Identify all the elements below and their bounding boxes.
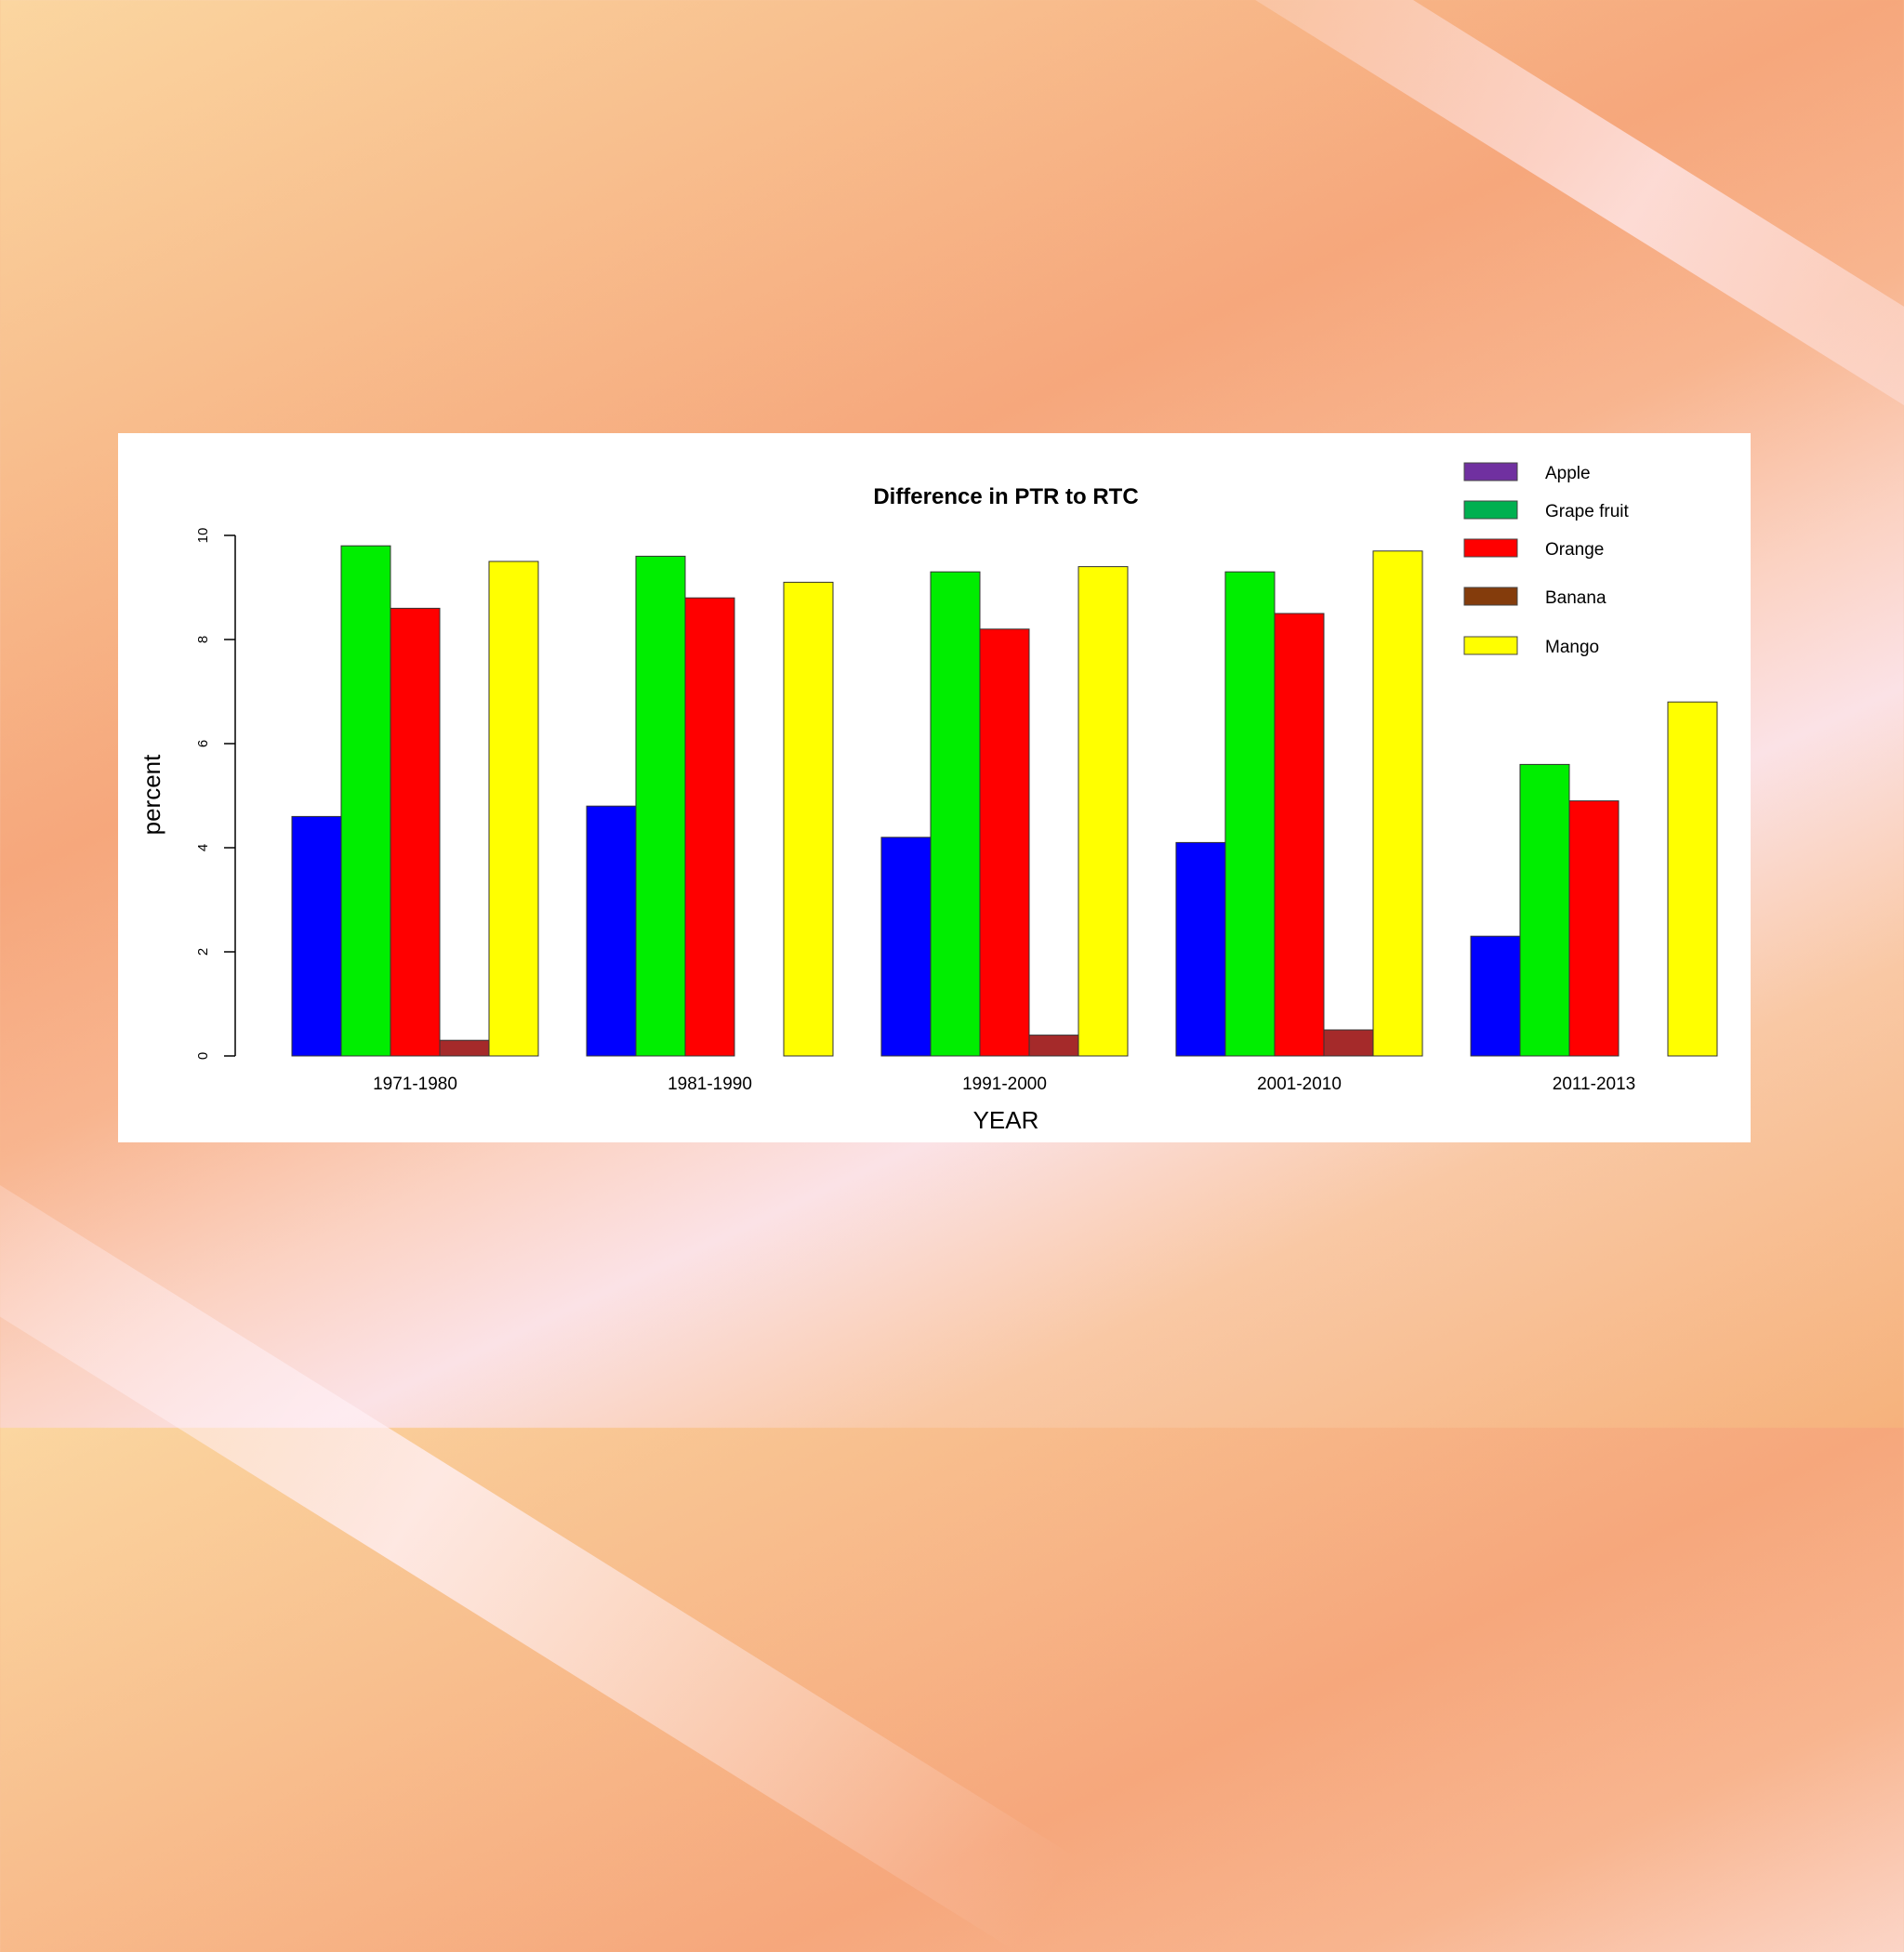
y-axis-label: percent [138, 754, 165, 835]
bars-group [291, 545, 1718, 1057]
bar-grape-fruit-1991-2000 [930, 571, 981, 1057]
legend-label: Orange [1545, 540, 1604, 560]
x-tick-label: 2011-2013 [1553, 1075, 1635, 1094]
bar-mango-1971-1980 [488, 561, 539, 1057]
bar-mango-1991-2000 [1078, 566, 1129, 1057]
legend-swatch [1463, 500, 1518, 520]
y-axis: 0 2 4 6 8 10 [195, 528, 236, 1060]
bar-mango-2011-2013 [1667, 701, 1718, 1057]
y-tick-label: 8 [195, 636, 211, 643]
bar-apple-1981-1990 [586, 805, 637, 1057]
bar-orange-2011-2013 [1568, 800, 1620, 1057]
bar-apple-1971-1980 [291, 815, 342, 1057]
legend-swatch [1463, 587, 1518, 606]
legend-swatch [1463, 636, 1518, 655]
bar-banana-1971-1980 [439, 1039, 490, 1057]
bar-orange-1981-1990 [684, 597, 735, 1057]
legend-label: Mango [1545, 638, 1599, 657]
bar-banana-1991-2000 [1028, 1035, 1079, 1057]
legend-swatch [1463, 538, 1518, 558]
y-tick-label: 10 [195, 528, 211, 544]
bar-mango-2001-2010 [1372, 550, 1423, 1057]
y-tick-label: 4 [195, 844, 211, 851]
bar-chart: Difference in PTR to RTC percent YEAR 0 2… [138, 462, 1718, 1134]
legend-label: Banana [1545, 588, 1606, 608]
x-tick-label: 1981-1990 [668, 1075, 752, 1094]
bar-mango-1981-1990 [783, 581, 834, 1057]
chart-title: Difference in PTR to RTC [873, 484, 1138, 509]
y-tick-label: 2 [195, 948, 211, 956]
bar-banana-2001-2010 [1323, 1029, 1374, 1057]
bar-grape-fruit-2001-2010 [1224, 571, 1276, 1057]
legend-swatch [1463, 462, 1518, 481]
y-tick-label: 6 [195, 740, 211, 747]
x-tick-label: 1991-2000 [962, 1075, 1047, 1094]
bar-grape-fruit-2011-2013 [1519, 763, 1570, 1057]
x-tick-label: 2001-2010 [1257, 1075, 1342, 1094]
y-tick-label: 0 [195, 1052, 211, 1060]
x-tick-labels: 1971-1980 1981-1990 1991-2000 2001-2010 2011… [373, 1075, 1635, 1094]
x-tick-label: 1971-1980 [373, 1075, 457, 1094]
bar-orange-2001-2010 [1274, 613, 1325, 1057]
bar-orange-1991-2000 [979, 628, 1030, 1057]
x-axis-label: YEAR [973, 1106, 1039, 1134]
chart-card: Difference in PTR to RTC percent YEAR 0 2… [118, 433, 1751, 1142]
background-streak [0, 1069, 1076, 1952]
bar-apple-2001-2010 [1175, 841, 1226, 1057]
bar-apple-1991-2000 [880, 837, 932, 1057]
legend-label: Apple [1545, 464, 1591, 483]
bar-orange-1971-1980 [390, 607, 441, 1057]
bar-grape-fruit-1971-1980 [340, 545, 391, 1057]
bar-apple-2011-2013 [1470, 935, 1521, 1057]
bar-grape-fruit-1981-1990 [635, 555, 686, 1057]
legend-label: Grape fruit [1545, 502, 1629, 521]
legend: Apple Grape fruit Orange Banana Mango [1463, 462, 1629, 657]
